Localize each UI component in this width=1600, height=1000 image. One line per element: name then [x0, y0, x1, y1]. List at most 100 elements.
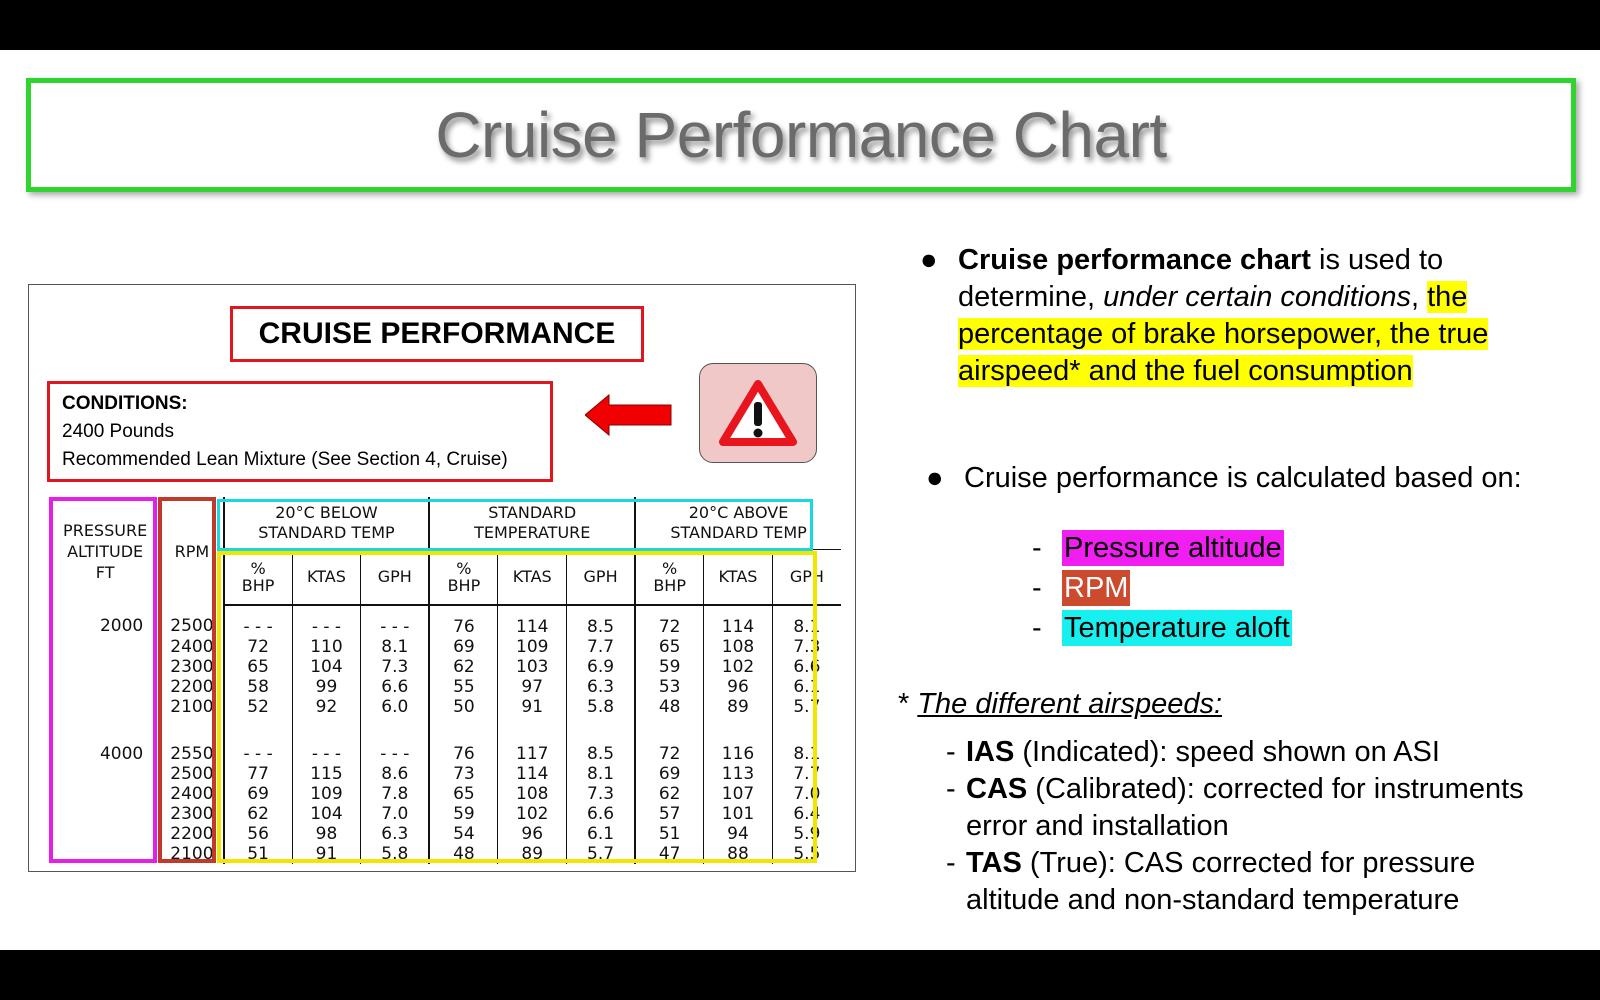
- value-cell: 6.6: [566, 804, 636, 824]
- value-cell: 89: [703, 697, 773, 717]
- value-cell: 115: [291, 764, 361, 784]
- value-cell: 99: [291, 677, 361, 697]
- spacer-cell: [360, 717, 430, 733]
- altitude-cell: [49, 804, 161, 824]
- chart-heading: CRUISE PERFORMANCE: [230, 306, 644, 362]
- value-cell: 6.6: [360, 677, 430, 697]
- value-cell: 6.1: [771, 677, 841, 697]
- value-cell: 8.5: [566, 605, 636, 637]
- table-row: 2100 52 92 6.0 50 91 5.8 48 89 5.7: [49, 697, 841, 717]
- value-cell: 72: [634, 605, 704, 637]
- value-cell: - - -: [360, 605, 430, 637]
- warning-box: [699, 363, 817, 463]
- table-row: 2100 51 91 5.8 48 89 5.7 47 88 5.5: [49, 844, 841, 864]
- table-row: 2300 65 104 7.3 62 103 6.9 59 102 6.6: [49, 657, 841, 677]
- value-cell: 6.3: [360, 824, 430, 844]
- airspeed-abbr: TAS: [966, 847, 1022, 879]
- value-cell: - - -: [291, 605, 361, 637]
- value-cell: 48: [428, 844, 498, 864]
- airspeed-dash: -: [946, 773, 956, 805]
- bullet-purpose: ● Cruise performance chart is used to de…: [920, 242, 1560, 390]
- condition-mixture: Recommended Lean Mixture (See Section 4,…: [62, 449, 508, 470]
- value-cell: 8.1: [566, 764, 636, 784]
- value-cell: 7.3: [771, 637, 841, 657]
- value-cell: 59: [634, 657, 704, 677]
- factor-pressure-altitude: - Pressure altitude: [1032, 530, 1284, 566]
- value-cell: 116: [703, 733, 773, 764]
- sub-header-ktas: KTAS: [497, 548, 567, 606]
- value-cell: 108: [497, 784, 567, 804]
- altitude-cell: [49, 824, 161, 844]
- table-row: 4000 2550- - -- - -- - -76 117 8.5 72 116 8.1: [49, 733, 841, 764]
- value-cell: 5.5: [771, 844, 841, 864]
- value-cell: 76: [428, 605, 498, 637]
- altitude-cell: 4000: [99, 744, 144, 764]
- value-cell: 76: [428, 733, 498, 764]
- value-cell: 7.8: [360, 784, 430, 804]
- value-cell: 92: [291, 697, 361, 717]
- rpm-cell: 2400: [170, 784, 214, 804]
- value-cell: 109: [497, 637, 567, 657]
- spacer-cell: [634, 717, 704, 733]
- altitude-cell: [49, 677, 161, 697]
- value-cell: 65: [428, 784, 498, 804]
- airspeed-dash: -: [946, 847, 956, 879]
- value-cell: 7.7: [566, 637, 636, 657]
- altitude-cell: [49, 784, 161, 804]
- value-cell: 96: [703, 677, 773, 697]
- bullet2-text: Cruise performance is calculated based o…: [964, 462, 1522, 494]
- table-row: 2200 56 98 6.3 54 96 6.1 51 94 5.9: [49, 824, 841, 844]
- group-standard-line2: TEMPERATURE: [474, 522, 591, 542]
- left-arrow-icon: [585, 393, 672, 437]
- value-cell: 77: [222, 764, 293, 784]
- value-cell: 6.6: [771, 657, 841, 677]
- value-cell: 98: [291, 824, 361, 844]
- bhp-percent: %: [662, 558, 678, 578]
- header-rpm: RPM: [174, 541, 210, 561]
- rpm-cell: 2200: [170, 824, 214, 844]
- airspeed-abbr: CAS: [966, 773, 1028, 805]
- rpm-cell: 2500: [170, 764, 214, 784]
- value-cell: 6.4: [771, 804, 841, 824]
- header-alt-line2: ALTITUDE: [67, 541, 144, 561]
- header-alt-line1: PRESSURE: [63, 520, 148, 540]
- table-row: 2500 77 115 8.6 73 114 8.1 69 113 7.7: [49, 764, 841, 784]
- bullet-purpose-text: Cruise performance chart is used to dete…: [958, 242, 1560, 390]
- altitude-cell: 2000: [99, 616, 144, 636]
- value-cell: 5.7: [566, 844, 636, 864]
- value-cell: 8.1: [771, 733, 841, 764]
- value-cell: 59: [428, 804, 498, 824]
- value-cell: 7.3: [566, 784, 636, 804]
- sub-header-ktas: KTAS: [291, 548, 361, 606]
- conditions-label: CONDITIONS:: [62, 393, 188, 414]
- airspeed-text: TAS (True): CAS corrected for pressure a…: [966, 845, 1576, 919]
- value-cell: 102: [497, 804, 567, 824]
- header-group-below: 20°C BELOW STANDARD TEMP: [222, 497, 430, 549]
- value-cell: 69: [222, 784, 293, 804]
- value-cell: 47: [634, 844, 704, 864]
- factor-temperature-aloft: - Temperature aloft: [1032, 610, 1292, 646]
- value-cell: 6.0: [360, 697, 430, 717]
- factor-dash: -: [1032, 531, 1042, 564]
- bullet1-italic: under certain conditions: [1103, 281, 1411, 313]
- airspeed-desc: (Calibrated): corrected for instruments …: [966, 773, 1524, 842]
- spacer-cell: [497, 717, 567, 733]
- sub-header-bhp: % BHP: [428, 548, 498, 606]
- group-standard-line1: STANDARD: [488, 502, 577, 522]
- value-cell: 65: [634, 637, 704, 657]
- value-cell: 5.9: [771, 824, 841, 844]
- value-cell: 109: [291, 784, 361, 804]
- value-cell: 52: [222, 697, 293, 717]
- value-cell: 107: [703, 784, 773, 804]
- value-cell: 91: [291, 844, 361, 864]
- value-cell: 51: [634, 824, 704, 844]
- value-cell: 62: [222, 804, 293, 824]
- rpm-cell: 2200: [170, 677, 214, 697]
- value-cell: 5.7: [771, 697, 841, 717]
- header-group-standard: STANDARD TEMPERATURE: [428, 497, 636, 549]
- conditions-box: CONDITIONS: 2400 Pounds Recommended Lean…: [47, 381, 553, 482]
- value-cell: 54: [428, 824, 498, 844]
- factor-dash: -: [1032, 611, 1042, 644]
- spacer-cell: [703, 717, 773, 733]
- altitude-cell: [49, 637, 161, 657]
